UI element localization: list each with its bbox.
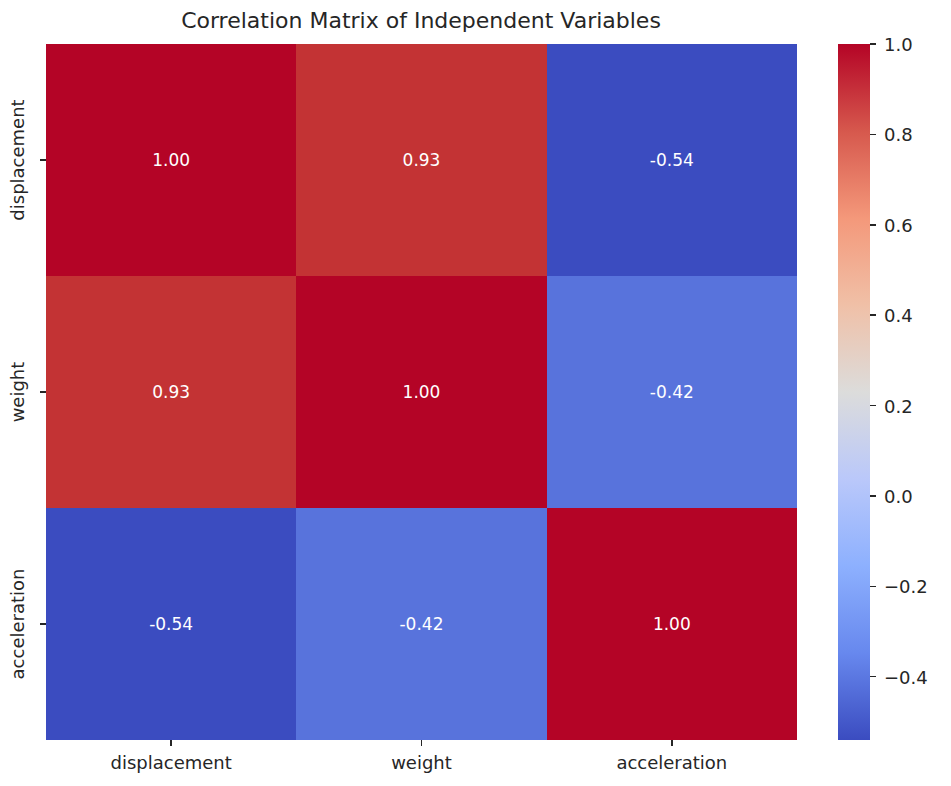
x-tick-label-acceleration: acceleration	[616, 752, 727, 773]
cell-value-label: 1.00	[152, 150, 190, 170]
colorbar-tick-mark	[870, 43, 876, 45]
heatmap-cell-displacement-acceleration: -0.54	[547, 44, 797, 276]
x-tick-mark	[671, 740, 673, 746]
colorbar-tick-label: 0.6	[884, 214, 913, 235]
y-tick-mark	[40, 623, 46, 625]
colorbar-tick-mark	[870, 314, 876, 316]
x-tick-mark	[421, 740, 423, 746]
cell-value-label: 0.93	[152, 382, 190, 402]
cell-value-label: 1.00	[653, 614, 691, 634]
x-tick-label-weight: weight	[391, 752, 452, 773]
cell-value-label: -0.54	[650, 150, 694, 170]
colorbar-tick-mark	[870, 495, 876, 497]
heatmap-cell-weight-weight: 1.00	[296, 276, 546, 508]
colorbar-tick-label: 0.0	[884, 485, 913, 506]
cell-value-label: -0.42	[650, 382, 694, 402]
x-tick-label-displacement: displacement	[111, 752, 232, 773]
y-tick-mark	[40, 391, 46, 393]
heatmap-cell-acceleration-displacement: -0.54	[46, 508, 296, 740]
y-tick-label-acceleration: acceleration	[7, 569, 28, 680]
colorbar-tick-mark	[870, 405, 876, 407]
colorbar-tick-mark	[870, 676, 876, 678]
correlation-heatmap-figure: Correlation Matrix of Independent Variab…	[0, 0, 951, 786]
cell-value-label: -0.54	[149, 614, 193, 634]
heatmap-plot-area: 1.00 0.93 -0.54 0.93 1.00 -0.42 -0.54 -0.42 1.00	[46, 44, 797, 740]
cell-value-label: -0.42	[399, 614, 443, 634]
heatmap-cell-acceleration-weight: -0.42	[296, 508, 546, 740]
colorbar-tick-label: 0.2	[884, 395, 913, 416]
colorbar-tick-label: −0.4	[884, 666, 928, 687]
colorbar-tick-label: 0.4	[884, 305, 913, 326]
cell-value-label: 0.93	[403, 150, 441, 170]
colorbar-tick-mark	[870, 586, 876, 588]
cell-value-label: 1.00	[403, 382, 441, 402]
heatmap-cell-acceleration-acceleration: 1.00	[547, 508, 797, 740]
y-tick-label-displacement: displacement	[7, 99, 28, 220]
heatmap-cell-weight-displacement: 0.93	[46, 276, 296, 508]
y-tick-mark	[40, 159, 46, 161]
chart-title: Correlation Matrix of Independent Variab…	[181, 8, 661, 33]
y-tick-label-weight: weight	[7, 362, 28, 423]
colorbar-tick-label: −0.2	[884, 576, 928, 597]
heatmap-cell-weight-acceleration: -0.42	[547, 276, 797, 508]
heatmap-cell-displacement-weight: 0.93	[296, 44, 546, 276]
heatmap-cell-displacement-displacement: 1.00	[46, 44, 296, 276]
colorbar-tick-label: 1.0	[884, 34, 913, 55]
colorbar-tick-mark	[870, 134, 876, 136]
colorbar-tick-label: 0.8	[884, 124, 913, 145]
x-tick-mark	[170, 740, 172, 746]
colorbar	[838, 44, 870, 740]
colorbar-tick-mark	[870, 224, 876, 226]
